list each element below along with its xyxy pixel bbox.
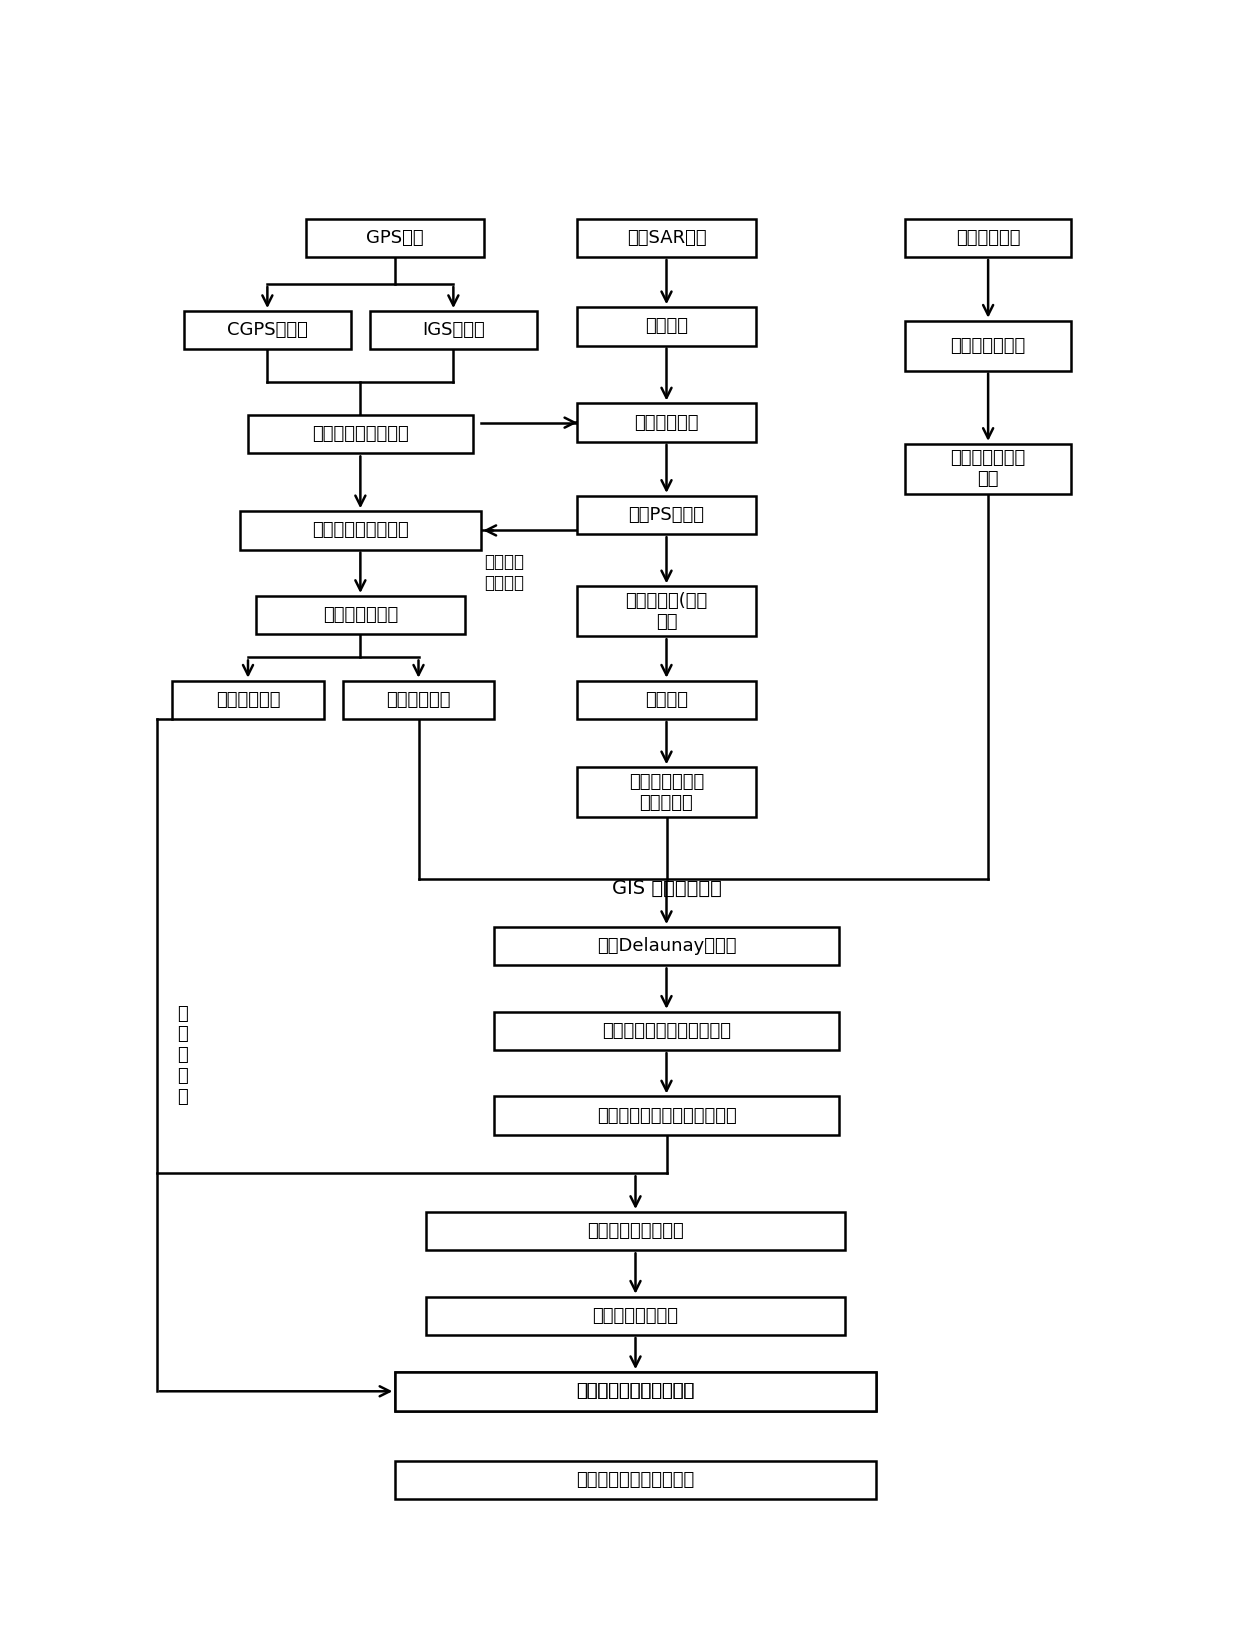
Bar — [578, 681, 755, 718]
Bar — [578, 767, 755, 818]
Bar — [578, 218, 755, 257]
Bar — [396, 1372, 875, 1411]
Text: 高精度垂直形变
信息: 高精度垂直形变 信息 — [951, 450, 1025, 489]
Text: 集合卡尔曼滤波算法: 集合卡尔曼滤波算法 — [587, 1222, 684, 1240]
Text: 视线向形变值投
影到垂直向: 视线向形变值投 影到垂直向 — [629, 772, 704, 811]
Text: 水准监测数据: 水准监测数据 — [956, 228, 1021, 248]
Text: 三方向进行分解: 三方向进行分解 — [322, 606, 398, 624]
Bar — [370, 311, 537, 350]
Bar — [494, 1096, 839, 1135]
Text: GPS数据: GPS数据 — [367, 228, 424, 248]
Bar — [578, 404, 755, 441]
Bar — [248, 415, 472, 453]
Text: 相干PS点提取: 相干PS点提取 — [629, 507, 704, 525]
Text: 构建水准监测网: 构建水准监测网 — [951, 337, 1025, 355]
Text: 图像配准: 图像配准 — [645, 318, 688, 336]
Bar — [306, 218, 485, 257]
Bar — [184, 311, 351, 350]
Text: GIS 空间分析平台: GIS 空间分析平台 — [611, 880, 722, 898]
Bar — [494, 1012, 839, 1051]
Bar — [578, 586, 755, 637]
Bar — [905, 218, 1071, 257]
Bar — [494, 927, 839, 966]
Bar — [578, 495, 755, 534]
Text: 差分干涉处理: 差分干涉处理 — [634, 414, 699, 432]
Bar — [255, 596, 465, 634]
Text: IGS站数据: IGS站数据 — [422, 321, 485, 339]
Text: 大气改正
均值模型: 大气改正 均值模型 — [484, 554, 523, 593]
Text: 网内各点估计预测: 网内各点估计预测 — [593, 1306, 678, 1324]
Text: 高空间分辨率垂直形变场信息: 高空间分辨率垂直形变场信息 — [596, 1106, 737, 1124]
Bar — [427, 1212, 844, 1251]
Text: 时
间
域
内
插: 时 间 域 内 插 — [177, 1005, 187, 1106]
Text: 水平形变信息: 水平形变信息 — [216, 691, 280, 709]
Bar — [905, 321, 1071, 371]
Text: 联合解算及平差处理: 联合解算及平差处理 — [312, 425, 409, 443]
Text: 相位解缠: 相位解缠 — [645, 691, 688, 709]
Bar — [578, 308, 755, 345]
Bar — [396, 1372, 875, 1411]
Text: 高空间分辨率三维形变场: 高空间分辨率三维形变场 — [577, 1383, 694, 1401]
Text: 网内各点精度及稳定性评定: 网内各点精度及稳定性评定 — [601, 1021, 732, 1039]
Text: 高空间分辨率三维形变场: 高空间分辨率三维形变场 — [577, 1383, 694, 1401]
Bar — [427, 1297, 844, 1336]
Text: 垂直形变信息: 垂直形变信息 — [386, 691, 451, 709]
Text: 分离出大气(延迟
相位: 分离出大气(延迟 相位 — [625, 591, 708, 630]
Bar — [241, 512, 481, 549]
Text: 高精度地面三维坐标: 高精度地面三维坐标 — [312, 521, 409, 539]
Text: CGPS站数据: CGPS站数据 — [227, 321, 308, 339]
Bar — [343, 681, 494, 718]
Text: 构建Delaunay三角网: 构建Delaunay三角网 — [596, 937, 737, 955]
Text: 时序SAR数据: 时序SAR数据 — [626, 228, 707, 248]
Text: 高时空分辨率三维形变场: 高时空分辨率三维形变场 — [577, 1471, 694, 1489]
Bar — [172, 681, 324, 718]
Bar — [905, 443, 1071, 494]
Bar — [396, 1461, 875, 1499]
